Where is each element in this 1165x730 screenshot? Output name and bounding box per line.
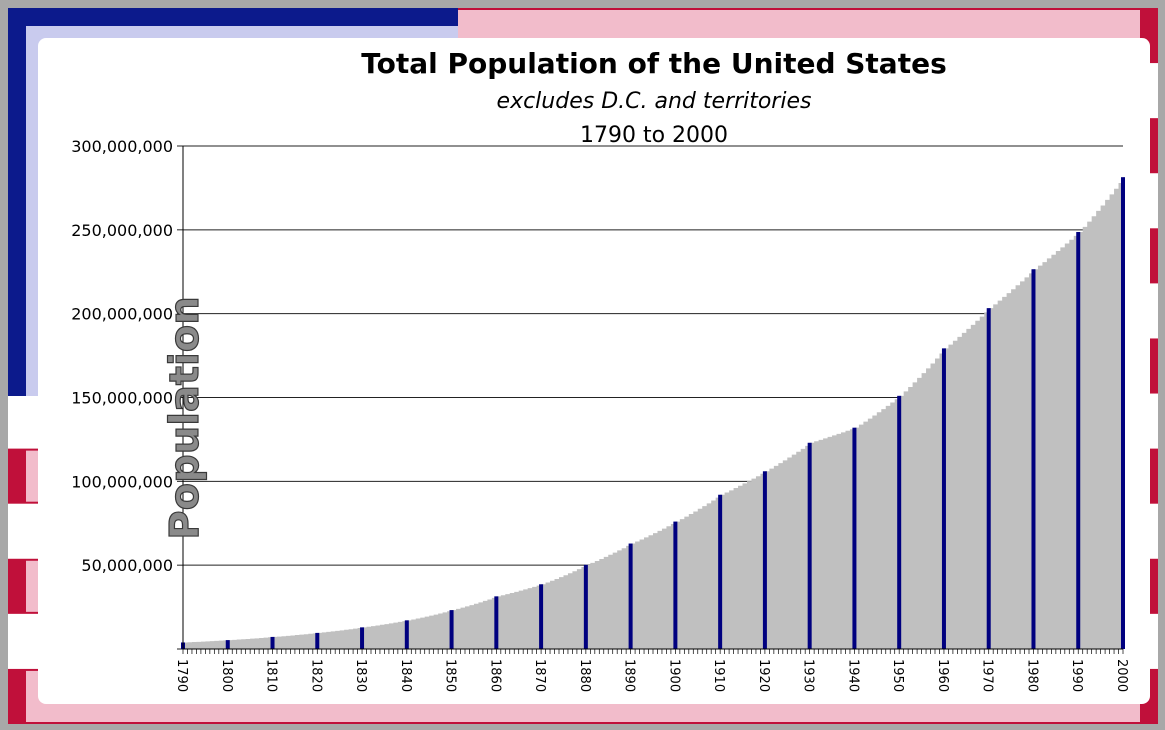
census-bar-1940 — [852, 427, 857, 649]
x-tick-label: 1890 — [622, 659, 637, 692]
chart-range-label: 1790 to 2000 — [580, 123, 728, 148]
x-tick-label: 1980 — [1024, 659, 1039, 692]
x-tick-label: 1880 — [577, 659, 592, 692]
census-bar-1850 — [449, 610, 454, 649]
x-tick-label: 1900 — [666, 659, 681, 692]
y-tick-label: 150,000,000 — [71, 389, 173, 408]
x-tick-label: 1940 — [845, 659, 860, 692]
x-tick-label: 1860 — [487, 659, 502, 692]
census-bar-1810 — [270, 636, 275, 649]
x-tick-label: 1850 — [443, 659, 458, 692]
census-bar-1830 — [360, 627, 365, 649]
chart-subtitle: excludes D.C. and territories — [497, 89, 812, 114]
x-tick-label: 1990 — [1069, 659, 1084, 692]
x-tick-label: 1870 — [532, 659, 547, 692]
x-tick-labels: 1790 1800 1810 1820 1830 1840 1850 1860 1870 1880… — [174, 659, 1129, 692]
census-bar-1870 — [539, 584, 544, 649]
x-tick-label: 1950 — [890, 659, 905, 692]
x-tick-label: 1810 — [264, 659, 279, 692]
chart-title: Total Population of the United States — [361, 47, 947, 80]
x-tick-label: 1920 — [756, 659, 771, 692]
x-tick-label: 2000 — [1114, 659, 1129, 692]
census-bar-1920 — [762, 471, 767, 649]
x-tick-label: 1820 — [308, 659, 323, 692]
x-tick-label: 1960 — [935, 659, 950, 692]
axes — [182, 146, 1124, 654]
y-tick-label: 50,000,000 — [81, 556, 173, 575]
census-bar-2000 — [1121, 177, 1125, 649]
census-bar-1860 — [494, 596, 499, 649]
y-axis-label: Population — [162, 296, 208, 539]
y-tick-label: 300,000,000 — [71, 137, 173, 156]
census-bar-1980 — [1031, 269, 1036, 649]
census-bar-1880 — [583, 564, 588, 649]
population-area-fill — [183, 177, 1125, 649]
x-tick-label: 1930 — [801, 659, 816, 692]
census-bar-1890 — [628, 543, 633, 649]
x-tick-label: 1910 — [711, 659, 726, 692]
census-bar-1950 — [897, 395, 902, 649]
x-tick-label: 1830 — [353, 659, 368, 692]
census-bar-1970 — [986, 308, 991, 649]
y-tick-labels: 50,000,000 100,000,000 150,000,000 200,000,… — [71, 137, 173, 575]
population-area — [183, 177, 1125, 649]
census-bar-1840 — [404, 620, 409, 649]
y-tick-label: 250,000,000 — [71, 221, 173, 240]
census-bar-1820 — [315, 632, 320, 649]
census-bar-1990 — [1076, 232, 1081, 649]
census-bar-1900 — [673, 521, 678, 649]
census-bar-1930 — [807, 442, 812, 649]
x-tick-label: 1840 — [398, 659, 413, 692]
x-tick-label: 1800 — [219, 659, 234, 692]
census-bar-1800 — [225, 640, 230, 649]
census-bar-1910 — [718, 494, 723, 649]
x-tick-label: 1970 — [980, 659, 995, 692]
x-tick-label: 1790 — [174, 659, 189, 692]
y-tick-label: 100,000,000 — [71, 472, 173, 491]
census-bar-1960 — [941, 348, 946, 649]
census-bars — [181, 177, 1125, 649]
y-tick-label: 200,000,000 — [71, 305, 173, 324]
